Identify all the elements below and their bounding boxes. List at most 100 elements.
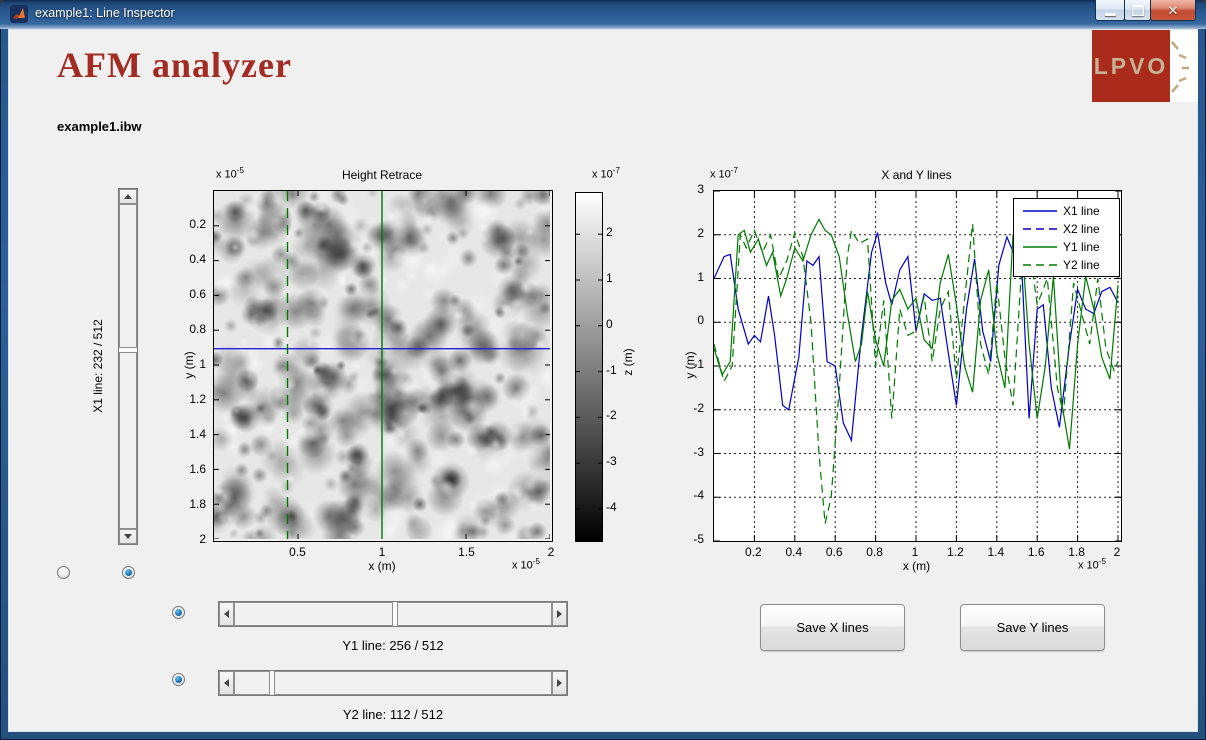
legend-label: X2 line (1063, 222, 1100, 236)
afm-y-exponent: x 10-5 (216, 166, 244, 181)
line-plot-xlabel: x (m) (902, 559, 931, 573)
arrow-left-icon (224, 679, 229, 687)
line-plot-x-tick-label: 1.6 (1027, 545, 1045, 559)
line-plot-x-tick-label: 0.2 (745, 545, 762, 559)
slider-right-arrow[interactable] (552, 602, 567, 626)
slider-up-arrow[interactable] (119, 189, 137, 204)
afm-y-tick-label: 0.4 (189, 252, 206, 266)
afm-y-tick-label: 1.8 (189, 497, 206, 511)
line-plot-x-tick-label: 2 (1113, 545, 1121, 559)
line-plot-y-tick-label: 3 (697, 182, 704, 196)
afm-y-tick-label: 1 (199, 357, 206, 371)
afm-plot-title: Height Retrace (341, 168, 423, 182)
colorbar-tick-label: 0 (606, 316, 613, 331)
slider-down-arrow[interactable] (119, 529, 137, 544)
slider-thumb[interactable] (234, 671, 270, 695)
afm-x-tick-label: 0.5 (289, 545, 306, 559)
plot-legend: X1 line X2 line Y1 line Y2 line (1013, 198, 1120, 277)
slider-right-arrow[interactable] (552, 671, 567, 695)
minimize-icon (1104, 12, 1116, 16)
maximize-button[interactable] (1124, 0, 1151, 21)
line-plot-y-tick-label: 2 (697, 225, 704, 240)
slider-left-arrow[interactable] (219, 671, 234, 695)
x1-line-radio[interactable] (122, 566, 135, 579)
legend-item: Y2 line (1014, 256, 1119, 274)
afm-xlabel: x (m) (368, 559, 396, 573)
afm-cursor-overlay (214, 191, 550, 539)
y1-line-radio[interactable] (172, 606, 185, 619)
slider-thumb[interactable] (396, 602, 552, 626)
line-plot-y-tick-label: 1 (697, 269, 704, 284)
afm-y-tick-label: 0.2 (189, 217, 206, 231)
legend-label: Y2 line (1063, 258, 1100, 272)
line-plot-x-tick-label: 0.6 (825, 545, 843, 559)
legend-item: X1 line (1014, 202, 1119, 220)
slider-track[interactable] (234, 602, 393, 626)
app-heading: AFM analyzer (57, 45, 292, 85)
save-x-lines-button[interactable]: Save X lines (760, 604, 905, 651)
afm-y-tick-label: 0.6 (189, 287, 206, 301)
maximize-icon (1131, 4, 1144, 16)
line-plot-x-tick-label: 1 (911, 545, 919, 559)
line-plot-y-tick-label: -1 (693, 357, 704, 371)
afm-y-tick-label: 1.4 (189, 427, 206, 441)
arrow-right-icon (557, 610, 562, 618)
line-plot-y-tick-label: -3 (693, 444, 704, 459)
lpvo-logo-text: LPVO (1092, 30, 1170, 102)
line-plot-x-tick-label: 1.8 (1068, 545, 1085, 559)
line-plot-x-tick-label: 1.4 (987, 545, 1005, 559)
afm-x-tick-label: 1 (378, 545, 386, 559)
colorbar-tick-label: -4 (606, 499, 617, 514)
colorbar-tick-label: -3 (606, 454, 617, 469)
y2-line-radio[interactable] (172, 673, 185, 686)
lpvo-logo: LPVO (1092, 30, 1198, 102)
y2-line-slider[interactable] (218, 670, 568, 696)
matlab-app-icon (10, 5, 28, 23)
x1-line-slider[interactable] (118, 188, 138, 545)
close-icon: ✕ (1167, 2, 1179, 18)
window-title: example1: Line Inspector (35, 6, 175, 20)
slider-thumb[interactable] (119, 352, 137, 529)
afm-x-tick-label: 2 (547, 545, 555, 559)
afm-y-tick-label: 1.6 (189, 462, 206, 476)
line-plot-y-tick-label: 0 (697, 313, 704, 328)
afm-x-exponent: x 10-5 (512, 557, 540, 572)
line-plot-y-tick-label: -2 (693, 400, 704, 415)
slider-track[interactable] (273, 671, 552, 695)
afm-y-tick-label: 0.8 (189, 322, 206, 336)
line-plot-y-exponent: x 10-7 (710, 166, 738, 181)
legend-label: X1 line (1063, 204, 1100, 218)
line-plot-y-tick-label: -5 (693, 532, 704, 546)
slider-track[interactable] (119, 204, 137, 349)
minimize-button[interactable] (1095, 0, 1125, 21)
close-button[interactable]: ✕ (1150, 0, 1196, 21)
afm-y-tick-label: 1.2 (189, 392, 206, 406)
legend-label: Y1 line (1063, 240, 1100, 254)
line-plot-x-tick-label: 0.4 (785, 545, 803, 559)
y2-slider-label: Y2 line: 112 / 512 (342, 707, 444, 722)
line-plot-y-tick-label: -4 (693, 488, 704, 503)
sunburst-icon (1170, 30, 1198, 102)
arrow-up-icon (124, 194, 132, 199)
slider-left-arrow[interactable] (219, 602, 234, 626)
colorbar-tick-label: -1 (606, 362, 617, 377)
save-y-lines-button[interactable]: Save Y lines (960, 604, 1105, 651)
y1-line-slider[interactable] (218, 601, 568, 627)
colorbar-tick-label: 1 (606, 271, 613, 285)
colorbar-tick-label: 2 (606, 225, 613, 240)
colorbar-tick-label: -2 (606, 408, 617, 423)
y1-slider-label: Y1 line: 256 / 512 (342, 638, 444, 653)
filename-label: example1.ibw (57, 119, 142, 134)
legend-item: X2 line (1014, 220, 1119, 238)
afm-y-tick-label: 2 (199, 532, 206, 546)
legend-item: Y1 line (1014, 238, 1119, 256)
line-plot-x-tick-label: 0.8 (866, 545, 883, 559)
x1-slider-label: X1 line: 232 / 512 (91, 319, 105, 413)
titlebar[interactable]: example1: Line Inspector ✕ (0, 0, 1206, 29)
x2-line-radio[interactable] (57, 566, 70, 579)
afm-image-plot (213, 190, 553, 542)
afm-x-tick-label: 1.5 (458, 545, 475, 559)
colorbar-exponent: x 10-7 (592, 166, 620, 181)
line-plot-title: X and Y lines (881, 168, 952, 182)
